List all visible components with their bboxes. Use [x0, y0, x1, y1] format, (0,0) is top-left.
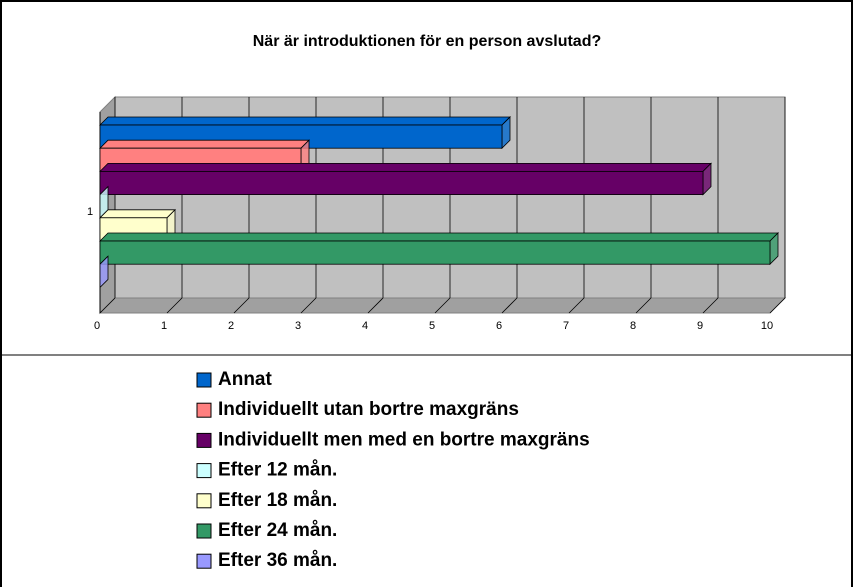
legend-label: Efter 18 mån.	[218, 490, 337, 511]
bar-top	[99, 139, 310, 149]
x-tick-label: 7	[563, 320, 569, 332]
x-tick-label: 3	[295, 320, 301, 332]
bar-side	[99, 255, 109, 289]
bar	[99, 170, 704, 195]
legend-label: Efter 36 mån.	[218, 550, 337, 571]
x-tick-label: 1	[161, 320, 167, 332]
grid-line	[300, 297, 317, 314]
x-tick-label: 0	[94, 320, 100, 332]
bar-top	[99, 209, 176, 219]
x-tick-label: 6	[496, 320, 502, 332]
legend-swatch	[196, 402, 212, 418]
legend-label: Individuellt utan bortre maxgräns	[218, 399, 519, 420]
grid-line	[99, 297, 116, 314]
legend-label: Annat	[218, 369, 273, 390]
y-tick-label: 1	[87, 206, 93, 218]
grid-line	[702, 297, 719, 314]
legend-swatch	[196, 493, 212, 509]
x-tick-label: 2	[228, 320, 234, 332]
grid-line	[501, 297, 518, 314]
grid-line	[367, 297, 384, 314]
grid-line	[635, 297, 652, 314]
grid-line	[233, 297, 250, 314]
legend-label: Individuellt men med en bortre maxgräns	[218, 429, 590, 450]
x-tick-label: 5	[429, 320, 435, 332]
chart-title: När är introduktionen för en person avsl…	[253, 33, 602, 50]
bar-top	[99, 162, 712, 172]
x-tick-label: 10	[761, 320, 773, 332]
legend-label: Efter 24 mån.	[218, 520, 337, 541]
bar	[99, 240, 771, 265]
legend-swatch	[196, 523, 212, 539]
bar-top	[99, 116, 511, 126]
bar-top	[99, 232, 779, 242]
legend-swatch	[196, 432, 212, 448]
legend-label: Efter 12 mån.	[218, 460, 337, 481]
grid-line	[434, 297, 451, 314]
x-tick-label: 9	[697, 320, 703, 332]
grid-line	[568, 297, 585, 314]
legend-swatch	[196, 372, 212, 388]
legend-swatch	[196, 463, 212, 479]
grid-line	[166, 297, 183, 314]
legend-swatch	[196, 553, 212, 569]
grid-line	[769, 297, 786, 314]
x-tick-label: 4	[362, 320, 368, 332]
x-tick-label: 8	[630, 320, 636, 332]
